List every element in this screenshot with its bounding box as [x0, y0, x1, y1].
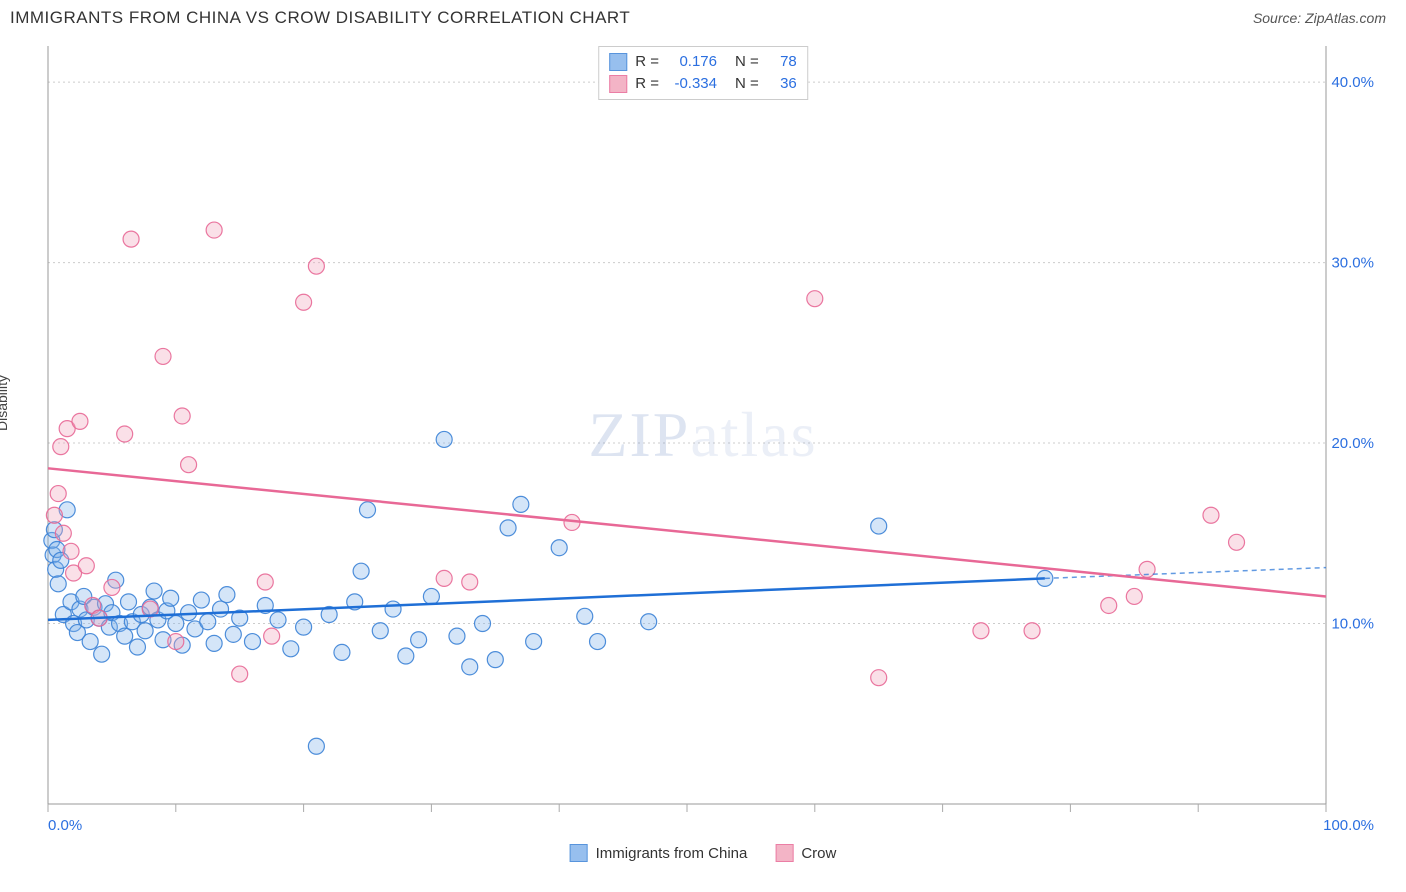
correlation-legend: R = 0.176 N = 78 R = -0.334 N = 36	[598, 46, 808, 100]
swatch-series-1	[609, 53, 627, 71]
series-legend: Immigrants from China Crow	[570, 844, 837, 862]
swatch-series-1b	[570, 844, 588, 862]
svg-text:100.0%: 100.0%	[1323, 817, 1374, 834]
r-value-1: 0.176	[667, 51, 717, 73]
legend-row-2: R = -0.334 N = 36	[609, 73, 797, 95]
chart-title: IMMIGRANTS FROM CHINA VS CROW DISABILITY…	[10, 8, 630, 28]
chart-container: Disability ZIPatlas 10.0%20.0%30.0%40.0%…	[10, 40, 1396, 862]
n-label: N =	[735, 73, 759, 95]
r-label: R =	[635, 73, 659, 95]
svg-text:40.0%: 40.0%	[1331, 74, 1374, 91]
r-label: R =	[635, 51, 659, 73]
y-axis-label: Disability	[0, 375, 10, 431]
n-value-1: 78	[767, 51, 797, 73]
r-value-2: -0.334	[667, 73, 717, 95]
scatter-plot: 10.0% 20.0% 30.0% 40.0% 0.0% 100.0%	[10, 40, 1386, 840]
legend-item-2: Crow	[775, 844, 836, 862]
svg-text:0.0%: 0.0%	[48, 817, 82, 834]
swatch-series-2b	[775, 844, 793, 862]
legend-row-1: R = 0.176 N = 78	[609, 51, 797, 73]
legend-label-1: Immigrants from China	[596, 845, 748, 862]
legend-label-2: Crow	[801, 845, 836, 862]
svg-text:20.0%: 20.0%	[1331, 435, 1374, 452]
svg-text:30.0%: 30.0%	[1331, 255, 1374, 272]
legend-item-1: Immigrants from China	[570, 844, 748, 862]
svg-text:10.0%: 10.0%	[1331, 616, 1374, 633]
n-value-2: 36	[767, 73, 797, 95]
n-label: N =	[735, 51, 759, 73]
swatch-series-2	[609, 75, 627, 93]
chart-source: Source: ZipAtlas.com	[1253, 10, 1386, 26]
